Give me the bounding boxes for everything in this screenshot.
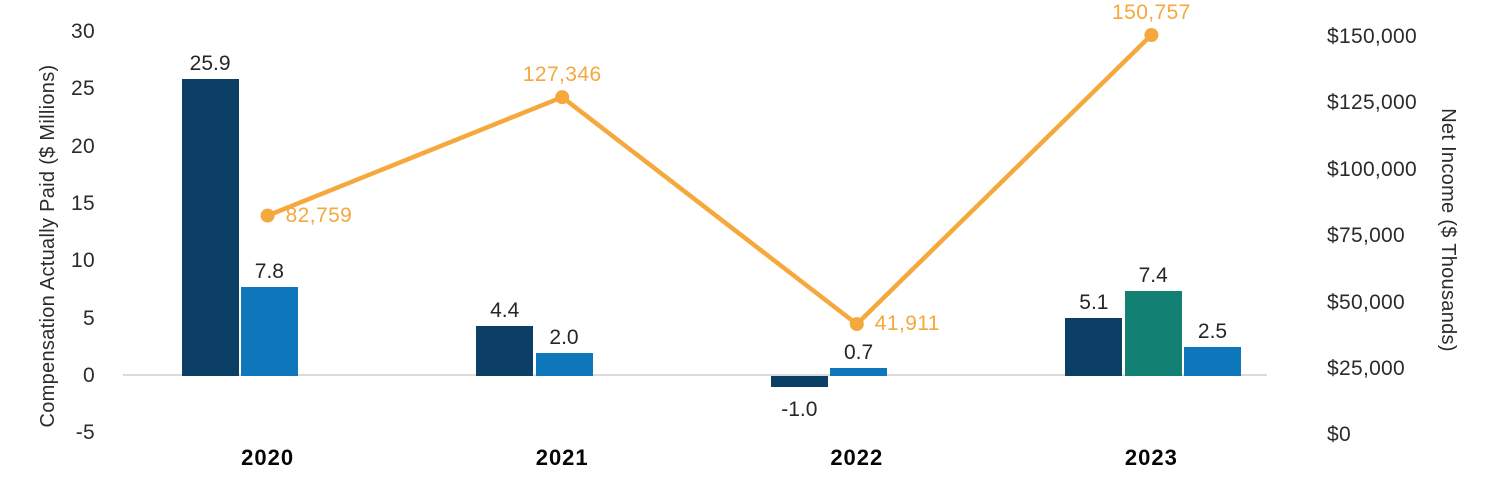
- right-axis-tick-label: $100,000: [1327, 157, 1417, 181]
- bar-blue-2022: [830, 367, 888, 376]
- net-income-point-2021: [555, 90, 570, 105]
- bar-value-label-blue-2021: 2.0: [549, 326, 579, 350]
- bar-value-label-navy-2021: 4.4: [490, 298, 520, 322]
- left-axis-tick-label: 20: [71, 134, 95, 158]
- net-income-label-2021: 127,346: [522, 63, 602, 87]
- net-income-point-2020: [260, 208, 275, 223]
- x-axis-year-label-2023: 2023: [1124, 445, 1178, 470]
- net-income-point-2023: [1144, 27, 1159, 42]
- bar-value-label-navy-2023: 5.1: [1079, 290, 1109, 314]
- right-axis-tick-label: $150,000: [1327, 25, 1417, 48]
- x-axis-year-label-2020: 2020: [241, 445, 295, 470]
- bar-value-label-navy-2020: 25.9: [189, 52, 231, 76]
- bar-navy-2020: [181, 79, 239, 376]
- net-income-line: [265, 32, 1154, 327]
- right-axis-tick-label: $75,000: [1327, 224, 1406, 248]
- left-axis-tick-label: 25: [71, 77, 95, 101]
- bar-navy-2022: [770, 376, 828, 388]
- bar-value-label-blue-2020: 7.8: [254, 259, 284, 283]
- bar-navy-2023: [1065, 317, 1123, 376]
- right-axis-tick-label: $50,000: [1327, 290, 1406, 314]
- bar-blue-2023: [1184, 347, 1241, 376]
- left-axis-tick-label: 0: [83, 364, 95, 387]
- bar-navy-2021: [476, 325, 534, 376]
- net-income-point-2022: [849, 317, 864, 332]
- bar-blue-2021: [535, 353, 593, 376]
- right-axis-tick-label: $0: [1327, 423, 1351, 447]
- net-income-label-2023: 150,757: [1112, 0, 1191, 24]
- right-axis-tick-label: $125,000: [1327, 91, 1417, 115]
- left-axis-tick-label: 10: [71, 249, 95, 273]
- left-axis-tick-label: 30: [71, 20, 95, 44]
- x-axis-year-label-2021: 2021: [535, 445, 589, 470]
- net-income-label-2020: 82,759: [285, 203, 353, 227]
- left-axis-tick-label: -5: [75, 421, 95, 445]
- left-axis-tick-label: 5: [83, 306, 95, 330]
- right-axis-tick-label: $25,000: [1327, 357, 1406, 380]
- x-axis-year-label-2022: 2022: [830, 445, 884, 470]
- bar-value-label-teal-2023: 7.4: [1138, 264, 1168, 288]
- net-income-label-2022: 41,911: [874, 312, 940, 336]
- bar-value-label-navy-2022: -1.0: [781, 398, 818, 422]
- bar-blue-2020: [240, 286, 298, 376]
- bar-value-label-blue-2022: 0.7: [843, 340, 874, 364]
- left-axis-tick-label: 15: [71, 192, 95, 215]
- bar-value-label-blue-2023: 2.5: [1197, 320, 1228, 344]
- x-axis-baseline: [123, 374, 1267, 376]
